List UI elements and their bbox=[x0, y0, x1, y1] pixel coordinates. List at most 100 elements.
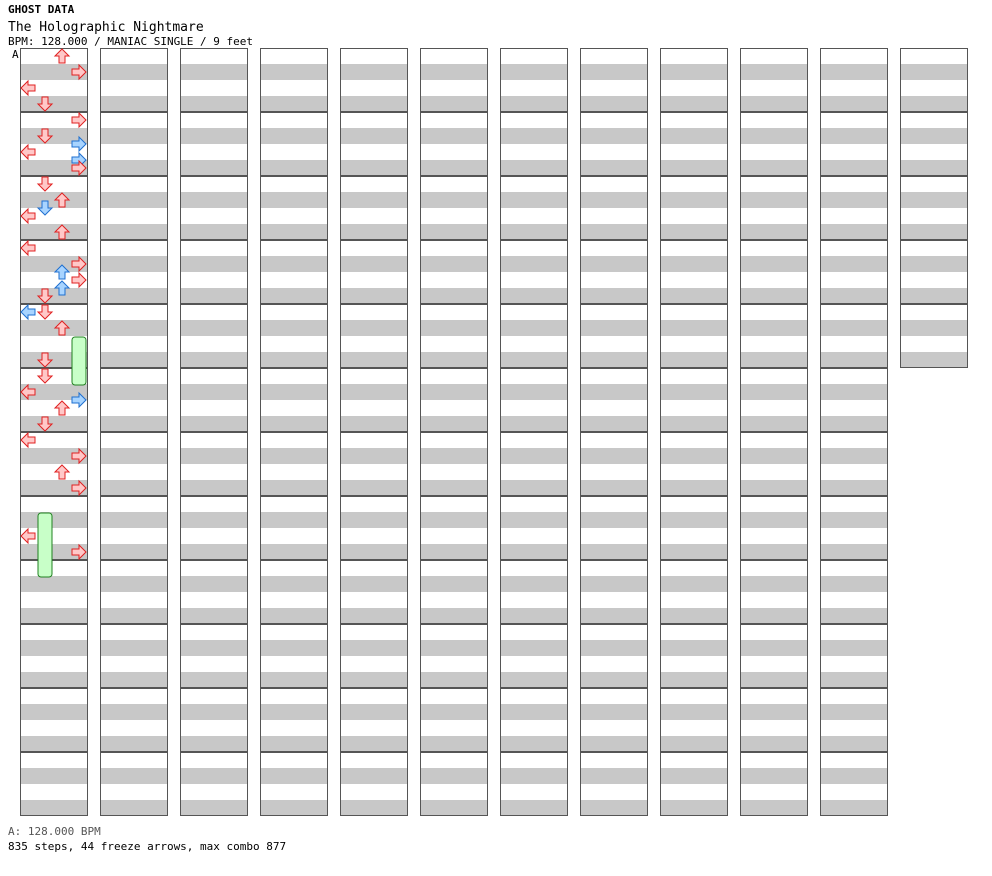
beat-stripe bbox=[740, 256, 808, 272]
measure-frame bbox=[660, 240, 728, 304]
measure-frame bbox=[180, 624, 248, 688]
beat-stripe bbox=[500, 576, 568, 592]
beat-stripe bbox=[340, 128, 408, 144]
beat-stripe bbox=[340, 352, 408, 368]
beat-stripe bbox=[180, 352, 248, 368]
beat-stripe bbox=[260, 736, 328, 752]
beat-stripe bbox=[660, 544, 728, 560]
beat-stripe bbox=[740, 672, 808, 688]
beat-stripe bbox=[500, 672, 568, 688]
measure-frame bbox=[580, 304, 648, 368]
beat-stripe bbox=[340, 384, 408, 400]
measure-frame bbox=[420, 688, 488, 752]
beat-stripe bbox=[20, 672, 88, 688]
beat-stripe bbox=[20, 480, 88, 496]
beat-stripe bbox=[20, 768, 88, 784]
measure-frame bbox=[820, 624, 888, 688]
measure-frame bbox=[340, 688, 408, 752]
beat-stripe bbox=[340, 64, 408, 80]
beat-stripe bbox=[180, 384, 248, 400]
measure-frame bbox=[660, 688, 728, 752]
beat-stripe bbox=[900, 128, 968, 144]
beat-stripe bbox=[100, 576, 168, 592]
beat-stripe bbox=[260, 160, 328, 176]
beat-stripe bbox=[420, 800, 488, 816]
measure-frame bbox=[20, 752, 88, 816]
measure-frame bbox=[420, 48, 488, 112]
beat-stripe bbox=[180, 64, 248, 80]
beat-stripe bbox=[340, 256, 408, 272]
beat-stripe bbox=[100, 128, 168, 144]
beat-stripe bbox=[260, 544, 328, 560]
measure-frame bbox=[900, 176, 968, 240]
measure-frame bbox=[580, 240, 648, 304]
beat-stripe bbox=[420, 64, 488, 80]
beat-stripe bbox=[580, 640, 648, 656]
beat-stripe bbox=[740, 224, 808, 240]
beat-stripe bbox=[740, 512, 808, 528]
beat-stripe bbox=[500, 704, 568, 720]
measure-frame bbox=[420, 368, 488, 432]
measure-frame bbox=[340, 304, 408, 368]
step-arrow-left bbox=[20, 431, 36, 449]
measure-frame bbox=[420, 496, 488, 560]
beat-stripe bbox=[260, 256, 328, 272]
step-arrow-right bbox=[71, 63, 87, 81]
beat-stripe bbox=[20, 736, 88, 752]
beat-stripe bbox=[900, 288, 968, 304]
step-arrow-up bbox=[53, 48, 71, 64]
beat-stripe bbox=[20, 128, 88, 144]
measure-frame bbox=[260, 688, 328, 752]
beat-stripe bbox=[820, 352, 888, 368]
beat-stripe bbox=[100, 192, 168, 208]
measure-frame bbox=[180, 432, 248, 496]
beat-stripe bbox=[20, 576, 88, 592]
beat-stripe bbox=[340, 192, 408, 208]
beat-stripe bbox=[180, 416, 248, 432]
measure-frame bbox=[340, 752, 408, 816]
measure-frame bbox=[340, 624, 408, 688]
beat-stripe bbox=[500, 416, 568, 432]
beat-stripe bbox=[500, 256, 568, 272]
beat-stripe bbox=[20, 384, 88, 400]
measure-frame bbox=[260, 560, 328, 624]
beat-stripe bbox=[500, 320, 568, 336]
beat-stripe bbox=[420, 384, 488, 400]
beat-stripe bbox=[500, 224, 568, 240]
beat-stripe bbox=[420, 640, 488, 656]
step-arrow-left bbox=[20, 239, 36, 257]
beat-stripe bbox=[340, 448, 408, 464]
measure-frame bbox=[100, 560, 168, 624]
beat-stripe bbox=[340, 288, 408, 304]
measure-frame bbox=[740, 48, 808, 112]
step-arrow-up bbox=[53, 224, 71, 240]
beat-stripe bbox=[660, 384, 728, 400]
beat-stripe bbox=[740, 576, 808, 592]
beat-stripe bbox=[580, 192, 648, 208]
measure-frame bbox=[500, 624, 568, 688]
measure-frame bbox=[900, 48, 968, 112]
measure-frame bbox=[260, 48, 328, 112]
beat-stripe bbox=[420, 608, 488, 624]
beat-stripe bbox=[20, 288, 88, 304]
ghost-data-label: GHOST DATA bbox=[8, 3, 75, 16]
measure-frame bbox=[180, 176, 248, 240]
measure-frame bbox=[820, 304, 888, 368]
beat-stripe bbox=[820, 512, 888, 528]
beat-stripe bbox=[820, 480, 888, 496]
beat-stripe bbox=[340, 480, 408, 496]
measure-frame bbox=[100, 240, 168, 304]
beat-stripe bbox=[180, 704, 248, 720]
beat-stripe bbox=[500, 544, 568, 560]
measure-frame bbox=[580, 496, 648, 560]
beat-stripe bbox=[500, 288, 568, 304]
beat-stripe bbox=[660, 352, 728, 368]
measure-frame bbox=[500, 752, 568, 816]
measure-frame bbox=[20, 112, 88, 176]
beat-stripe bbox=[100, 448, 168, 464]
beat-stripe bbox=[820, 736, 888, 752]
measure-frame bbox=[580, 560, 648, 624]
beat-stripe bbox=[740, 608, 808, 624]
beat-stripe bbox=[500, 160, 568, 176]
